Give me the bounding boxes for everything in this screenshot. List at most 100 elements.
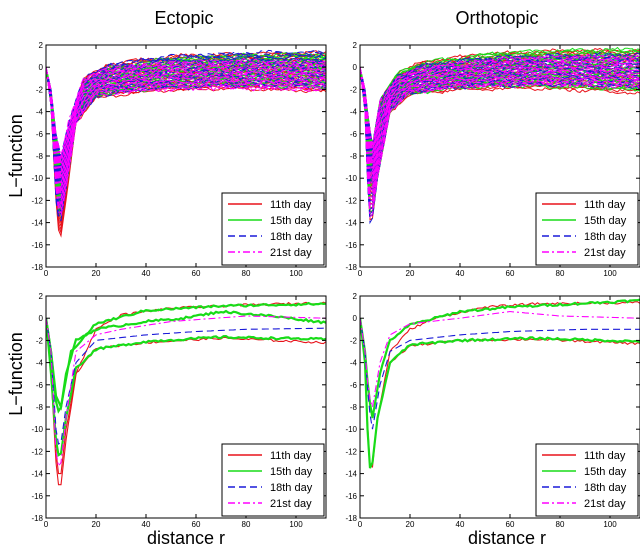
series-18th-day (46, 318, 326, 445)
x-tick-label: 0 (358, 269, 363, 278)
column-title-ectopic: Ectopic (154, 8, 213, 28)
y-tick-label: -10 (345, 425, 357, 434)
x-tick-label: 20 (92, 520, 101, 529)
series-line (46, 301, 326, 411)
series-line (360, 310, 640, 408)
series-line (46, 67, 326, 177)
y-tick-label: 2 (353, 292, 358, 301)
y-tick-label: -4 (350, 359, 358, 368)
y-tick-label: -14 (345, 219, 357, 228)
x-tick-label: 20 (92, 269, 101, 278)
series-line (46, 57, 326, 157)
series-line (360, 56, 640, 152)
series-line (360, 67, 640, 202)
x-tick-label: 0 (44, 520, 49, 529)
x-tick-label: 80 (556, 520, 565, 529)
x-tick-label: 80 (242, 520, 251, 529)
legend-label: 18th day (584, 482, 627, 494)
series-21st-day (46, 315, 326, 468)
y-tick-label: -12 (31, 447, 43, 456)
series-line (360, 67, 640, 192)
legend-label: 18th day (584, 231, 627, 243)
series-line (360, 67, 640, 192)
series-line (360, 67, 640, 185)
legend: 11th day 15th day 18th day 21st day (221, 443, 325, 517)
series-line (46, 67, 326, 195)
series-line (46, 67, 326, 207)
series-15th-day (360, 298, 640, 469)
xlabel-left: distance r (147, 528, 225, 548)
series-line (46, 63, 326, 168)
series-line (46, 49, 326, 157)
series-line (46, 67, 326, 216)
legend-label: 15th day (584, 215, 627, 227)
series-line (46, 67, 326, 195)
y-tick-label: 0 (39, 314, 44, 323)
legend: 11th day 15th day 18th day 21st day (221, 192, 325, 266)
series-21st-day (360, 310, 640, 408)
legend-box (535, 443, 639, 517)
series-line (46, 60, 326, 162)
series-line (360, 67, 640, 221)
series-line (360, 58, 640, 155)
series-line (360, 67, 640, 219)
y-tick-label: -14 (345, 470, 357, 479)
series-21st-day (46, 57, 326, 218)
y-tick-label: 2 (39, 41, 44, 50)
y-tick-label: -10 (345, 174, 357, 183)
x-tick-label: 40 (456, 269, 465, 278)
series-line (46, 62, 326, 183)
x-tick-label: 0 (358, 520, 363, 529)
series-layer (360, 298, 640, 469)
series-line (360, 67, 640, 180)
x-tick-label: 60 (192, 269, 201, 278)
series-line (46, 67, 326, 201)
y-tick-label: -10 (31, 174, 43, 183)
series-line (46, 67, 326, 210)
legend-label: 21st day (270, 247, 312, 259)
series-line (46, 57, 326, 172)
y-tick-label: -18 (31, 263, 43, 272)
y-tick-label: -6 (350, 130, 358, 139)
series-18th-day (360, 318, 640, 430)
x-tick-label: 100 (603, 269, 617, 278)
y-tick-label: -16 (31, 241, 43, 250)
x-tick-label: 20 (406, 269, 415, 278)
y-tick-label: -8 (36, 152, 44, 161)
y-tick-label: 2 (39, 292, 44, 301)
series-line (360, 318, 640, 469)
series-line (360, 57, 640, 160)
series-line (46, 67, 326, 182)
series-line (46, 66, 326, 174)
legend-box (221, 192, 325, 266)
y-tick-label: -18 (345, 263, 357, 272)
x-tick-label: 100 (289, 269, 303, 278)
y-tick-label: -2 (350, 336, 358, 345)
y-tick-label: -2 (36, 336, 44, 345)
y-tick-label: -14 (31, 470, 43, 479)
series-line (360, 63, 640, 168)
series-line (46, 309, 326, 414)
y-tick-label: -14 (31, 219, 43, 228)
y-tick-label: -4 (36, 359, 44, 368)
y-tick-label: -8 (350, 403, 358, 412)
series-line (360, 67, 640, 220)
y-tick-label: -16 (345, 241, 357, 250)
series-layer (46, 301, 326, 486)
x-tick-label: 100 (603, 520, 617, 529)
column-title-orthotopic: Orthotopic (455, 8, 538, 28)
series-line (46, 67, 326, 187)
series-line (360, 318, 640, 430)
series-line (360, 46, 640, 145)
y-tick-label: -12 (345, 447, 357, 456)
legend-box (221, 443, 325, 517)
legend-label: 11th day (270, 450, 312, 462)
series-line (360, 67, 640, 196)
xlabel-right: distance r (468, 528, 546, 548)
y-tick-label: -8 (36, 403, 44, 412)
series-line (360, 67, 640, 202)
